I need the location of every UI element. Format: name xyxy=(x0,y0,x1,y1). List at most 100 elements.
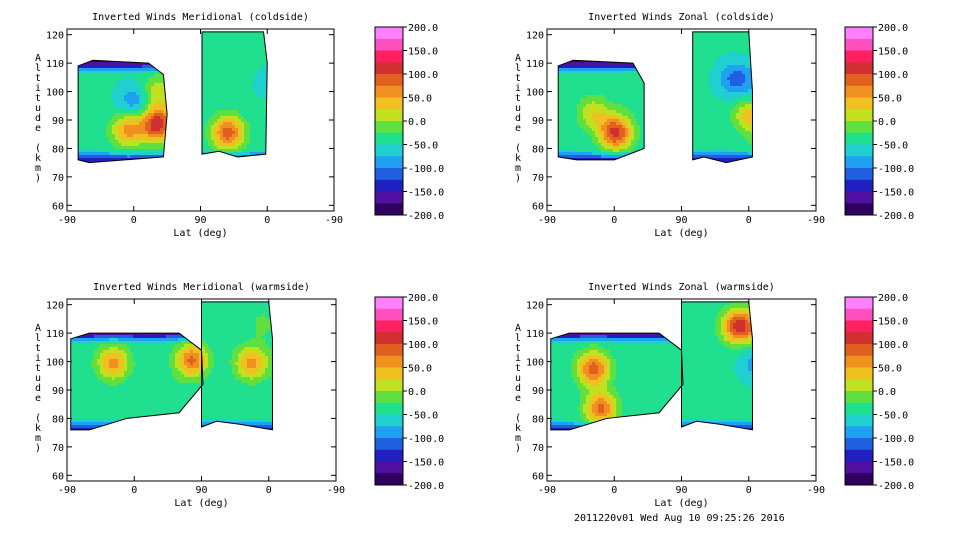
colorbar-swatch xyxy=(375,27,403,39)
colorbar-label: -200.0 xyxy=(878,481,914,492)
chart-title: Inverted Winds Meridional (warmside) xyxy=(93,282,310,293)
colorbar-swatch xyxy=(845,39,873,51)
x-tick-label: 0 xyxy=(131,485,137,496)
y-tick-label: 70 xyxy=(52,443,64,454)
colorbar-label: -150.0 xyxy=(408,188,444,199)
colorbar-swatch xyxy=(375,321,403,333)
chart-title: Inverted Winds Meridional (coldside) xyxy=(92,12,309,23)
colorbar-swatch xyxy=(845,321,873,333)
colorbar-swatch xyxy=(845,297,873,309)
y-tick-label: 120 xyxy=(46,31,64,42)
colorbar-swatch xyxy=(845,403,873,415)
colorbar-swatch xyxy=(845,438,873,450)
x-tick-label: -90 xyxy=(538,215,556,226)
colorbar-swatch xyxy=(845,168,873,180)
colorbar-label: -150.0 xyxy=(878,458,914,469)
colorbar-swatch xyxy=(375,109,403,121)
y-tick-label: 100 xyxy=(526,88,544,99)
colorbar-1: 200.0150.0100.050.00.0-50.0-100.0-150.0-… xyxy=(375,23,444,222)
y-tick-label: 60 xyxy=(52,471,64,482)
y-tick-label: 110 xyxy=(46,59,64,70)
colorbar-swatch xyxy=(375,426,403,438)
x-tick-label: 0 xyxy=(611,215,617,226)
y-tick-label: 110 xyxy=(526,329,544,340)
colorbar-4: 200.0150.0100.050.00.0-50.0-100.0-150.0-… xyxy=(845,293,914,492)
colorbar-label: 100.0 xyxy=(408,70,438,81)
colorbar-swatch xyxy=(845,379,873,391)
y-tick-label: 70 xyxy=(532,443,544,454)
y-tick-label: 70 xyxy=(52,173,64,184)
colorbar-swatch xyxy=(375,98,403,110)
chart-panel-1: Inverted Winds Meridional (coldside)6070… xyxy=(35,12,444,239)
y-tick-label: 100 xyxy=(46,88,64,99)
colorbar-swatch xyxy=(845,309,873,321)
colorbar-swatch xyxy=(375,473,403,485)
colorbar-label: -100.0 xyxy=(408,434,444,445)
colorbar-label: -50.0 xyxy=(878,141,908,152)
colorbar-label: 0.0 xyxy=(408,387,426,398)
y-tick-label: 100 xyxy=(526,358,544,369)
colorbar-swatch xyxy=(375,462,403,474)
colorbar-label: -150.0 xyxy=(408,458,444,469)
y-tick-label: 60 xyxy=(532,471,544,482)
colorbar-swatch xyxy=(375,332,403,344)
colorbar-swatch xyxy=(375,168,403,180)
colorbar-swatch xyxy=(375,379,403,391)
colorbar-label: 50.0 xyxy=(878,364,902,375)
colorbar-swatch xyxy=(375,133,403,145)
colorbar-swatch xyxy=(375,86,403,98)
colorbar-swatch xyxy=(845,62,873,74)
y-tick-label: 60 xyxy=(532,201,544,212)
colorbar-label: -50.0 xyxy=(408,141,438,152)
chart-panel-2: Inverted Winds Zonal (coldside)607080901… xyxy=(515,12,914,239)
colorbar-label: -150.0 xyxy=(878,188,914,199)
colorbar-swatch xyxy=(845,98,873,110)
y-tick-label: 80 xyxy=(52,414,64,425)
x-axis-label: Lat (deg) xyxy=(654,498,708,509)
x-tick-label: -90 xyxy=(58,485,76,496)
colorbar-label: 150.0 xyxy=(408,317,438,328)
x-axis-label: Lat (deg) xyxy=(174,498,228,509)
y-tick-label: 90 xyxy=(532,386,544,397)
colorbar-swatch xyxy=(375,297,403,309)
x-axis-label: Lat (deg) xyxy=(173,228,227,239)
colorbar-label: 150.0 xyxy=(878,47,908,58)
colorbar-label: 100.0 xyxy=(408,340,438,351)
colorbar-swatch xyxy=(845,332,873,344)
y-tick-label: 70 xyxy=(532,173,544,184)
x-tick-label: -90 xyxy=(807,215,825,226)
y-tick-label: 90 xyxy=(52,386,64,397)
colorbar-swatch xyxy=(375,356,403,368)
colorbar-swatch xyxy=(845,462,873,474)
colorbar-label: 200.0 xyxy=(878,293,908,304)
y-tick-label: 90 xyxy=(532,116,544,127)
x-tick-label: -90 xyxy=(325,215,343,226)
colorbar-swatch xyxy=(375,391,403,403)
y-tick-label: 80 xyxy=(52,144,64,155)
colorbar-swatch xyxy=(845,203,873,215)
field-3 xyxy=(67,299,338,483)
field-1 xyxy=(67,29,335,213)
colorbar-swatch xyxy=(845,426,873,438)
colorbar-swatch xyxy=(375,368,403,380)
y-tick-label: 110 xyxy=(46,329,64,340)
field-2 xyxy=(547,29,818,213)
x-tick-label: 0 xyxy=(131,215,137,226)
colorbar-swatch xyxy=(375,62,403,74)
colorbar-swatch xyxy=(845,415,873,427)
colorbar-swatch xyxy=(845,74,873,86)
colorbar-swatch xyxy=(845,391,873,403)
x-tick-label: 90 xyxy=(195,485,207,496)
colorbar-label: -100.0 xyxy=(878,434,914,445)
y-tick-label: 90 xyxy=(52,116,64,127)
colorbar-label: 50.0 xyxy=(408,364,432,375)
x-tick-label: 0 xyxy=(266,485,272,496)
colorbar-label: 200.0 xyxy=(408,293,438,304)
colorbar-swatch xyxy=(375,192,403,204)
colorbar-swatch xyxy=(375,74,403,86)
chart-panel-4: Inverted Winds Zonal (warmside)607080901… xyxy=(515,282,914,509)
colorbar-swatch xyxy=(375,156,403,168)
